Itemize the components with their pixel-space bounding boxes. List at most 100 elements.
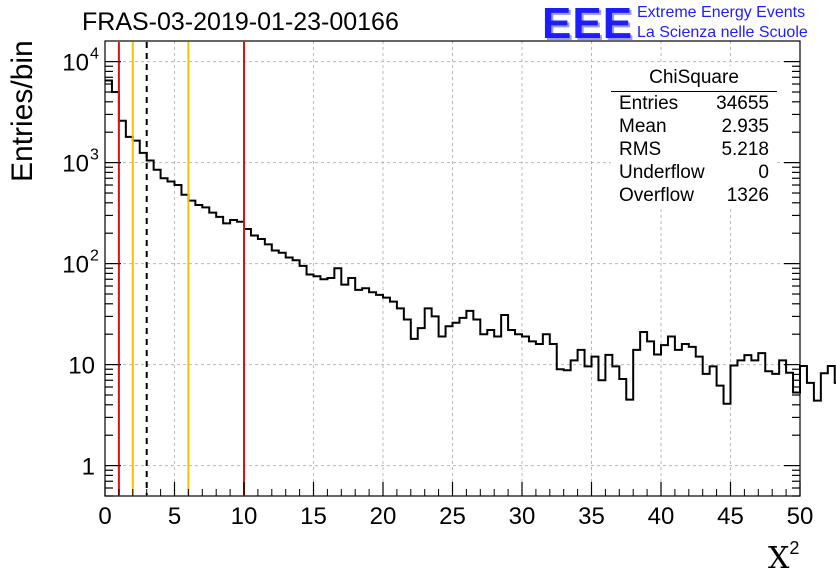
stats-row-entries: Entries 34655 (619, 93, 777, 117)
histogram-bin (522, 336, 529, 496)
histogram-bin (814, 401, 821, 496)
page-title: FRAS-03-2019-01-23-00166 (82, 8, 399, 36)
histogram-bin (223, 223, 230, 496)
stats-key: Mean (619, 116, 667, 137)
histogram-bin (543, 334, 550, 496)
histogram-bin (654, 354, 661, 496)
histogram-outline (105, 79, 836, 405)
histogram-bin (133, 141, 140, 496)
x-axis-label-sup: 2 (789, 538, 800, 558)
histogram-bin (279, 253, 286, 496)
x-axis-label: X2 (768, 538, 799, 576)
histogram-bin (598, 380, 605, 496)
histogram-bin (487, 330, 494, 496)
logo-line-2: La Scienza nelle Scuole (637, 24, 808, 41)
stats-row-mean: Mean 2.935 (619, 116, 777, 140)
histogram-bin (605, 355, 612, 496)
histogram-bin (425, 308, 432, 496)
histogram-bin (334, 268, 341, 496)
histogram-bin (383, 298, 390, 496)
histogram-bin (230, 220, 237, 496)
histogram-bin (515, 334, 522, 496)
y-tick-label: 10 (62, 50, 89, 77)
histogram-bin (731, 365, 738, 496)
histogram-bin (640, 332, 647, 496)
histogram-layer (105, 79, 836, 496)
histogram-bin (293, 260, 300, 496)
histogram-bin (105, 81, 112, 496)
histogram-bin (612, 366, 619, 496)
grid-layer (105, 41, 800, 496)
histogram-bin (793, 392, 800, 496)
histogram-bin (300, 266, 307, 496)
histogram-bin (626, 400, 633, 496)
stats-value: 5.218 (721, 139, 769, 160)
histogram-bin (592, 357, 599, 496)
histogram-bin (119, 121, 126, 496)
stats-divider (611, 91, 777, 92)
y-tick-label: 10 (62, 151, 89, 178)
histogram-bin (202, 207, 209, 496)
vertical-lines-layer (117, 42, 245, 495)
histogram-bin (682, 344, 689, 496)
x-axis-label-base: X (768, 541, 790, 576)
histogram-bin (571, 360, 578, 496)
histogram-bin (348, 278, 355, 496)
histogram-bin (828, 366, 835, 496)
stats-row-overflow: Overflow 1326 (619, 185, 777, 209)
histogram-bin (633, 350, 640, 496)
x-tick-label: 40 (648, 503, 675, 530)
x-tick-label: 0 (98, 503, 111, 530)
histogram-bin (140, 153, 147, 496)
stats-key: Overflow (619, 185, 694, 206)
stats-value: 1326 (726, 185, 769, 206)
histogram-bin (411, 339, 418, 496)
y-axis-label: Entries/bin (6, 40, 39, 182)
y-tick-label-exponent: 4 (90, 46, 99, 63)
histogram-bin (188, 201, 195, 496)
histogram-bin (251, 235, 258, 496)
histogram-bin (459, 318, 466, 496)
histogram-bin (376, 295, 383, 496)
histogram-bin (536, 344, 543, 496)
histogram-bin (237, 222, 244, 496)
histogram-bin (578, 350, 585, 496)
histogram-bin (661, 345, 668, 496)
histogram-bin (126, 137, 133, 496)
histogram-bin (557, 369, 564, 496)
histogram-bin (550, 344, 557, 496)
histogram-bin (779, 360, 786, 496)
histogram-bin (647, 341, 654, 496)
y-tick-label: 10 (68, 353, 95, 380)
x-tick-label: 15 (300, 503, 327, 530)
stats-value: 2.935 (721, 116, 769, 137)
stats-row-rms: RMS 5.218 (619, 139, 777, 163)
histogram-bin (147, 160, 154, 496)
histogram-bin (369, 292, 376, 496)
y-tick-label-exponent: 2 (90, 248, 99, 265)
y-tick-label: 1 (82, 454, 95, 481)
histogram-bin (244, 229, 251, 496)
x-tick-label: 50 (787, 503, 814, 530)
histogram-bin (341, 285, 348, 496)
x-tick-label: 35 (578, 503, 605, 530)
histogram-bin (710, 366, 717, 496)
y-tick-label-exponent: 3 (90, 147, 99, 164)
histogram-bin (362, 288, 369, 496)
histogram-bin (786, 373, 793, 496)
stats-title: ChiSquare (649, 67, 739, 88)
y-tick-label: 10 (62, 252, 89, 279)
histogram-bin (508, 330, 515, 496)
stats-value: 0 (758, 162, 769, 183)
histogram-bin (355, 290, 362, 496)
eee-logo: EEE (542, 0, 634, 48)
histogram-bin (800, 366, 807, 496)
histogram-bin (216, 217, 223, 496)
histogram-bin (265, 244, 272, 496)
x-tick-label: 20 (370, 503, 397, 530)
histogram-bin (724, 404, 731, 496)
histogram-bin (258, 239, 265, 496)
histogram-bin (327, 278, 334, 496)
